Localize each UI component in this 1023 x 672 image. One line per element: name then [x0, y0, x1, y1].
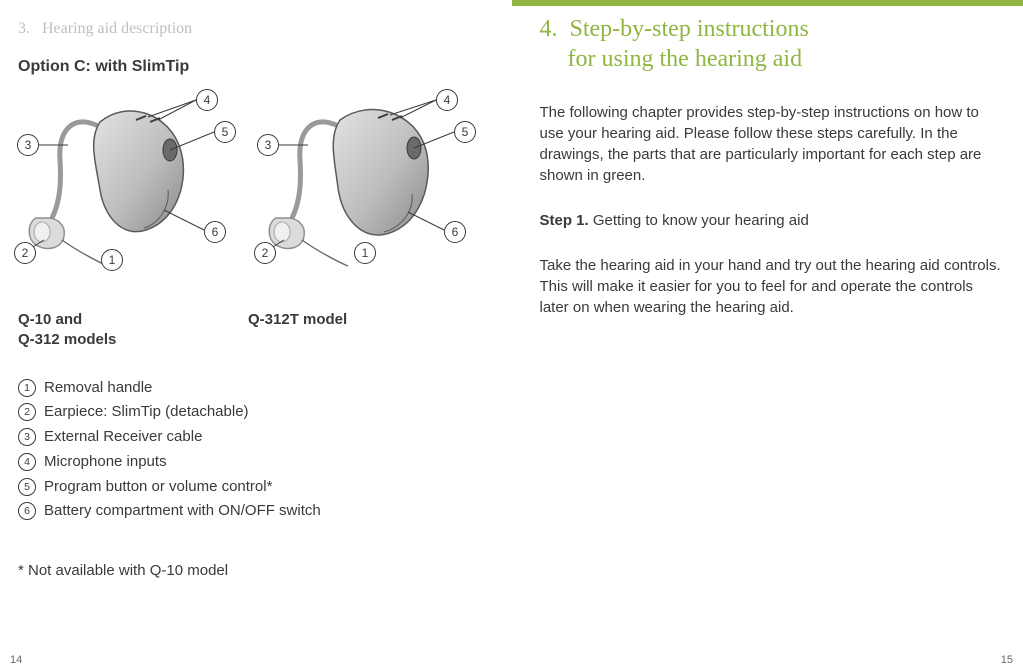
- page-number: 15: [1001, 654, 1013, 666]
- step-label: Step 1.: [540, 212, 589, 229]
- part-num: 1: [18, 379, 36, 397]
- diagram-row: 4 5 3 6 2 1: [18, 90, 484, 270]
- left-page: 3. Hearing aid description Option C: wit…: [0, 0, 512, 672]
- list-item: 5 Program button or volume control*: [18, 476, 484, 498]
- list-item: 1 Removal handle: [18, 377, 484, 399]
- hearing-aid-drawing: [18, 90, 228, 270]
- step-body: Take the hearing aid in your hand and tr…: [540, 255, 1006, 318]
- part-label: External Receiver cable: [44, 426, 202, 448]
- callout-1: 1: [101, 249, 123, 271]
- step-heading: Step 1. Getting to know your hearing aid: [540, 210, 1006, 231]
- diagram-left: 4 5 3 6 2 1: [18, 90, 228, 270]
- part-num: 4: [18, 453, 36, 471]
- page-number: 14: [10, 654, 22, 666]
- chapter-title-line1: Step-by-step instructions: [570, 16, 809, 42]
- callout-4: 4: [436, 89, 458, 111]
- list-item: 4 Microphone inputs: [18, 451, 484, 473]
- callout-5: 5: [214, 121, 236, 143]
- list-item: 2 Earpiece: SlimTip (detachable): [18, 401, 484, 423]
- part-label: Removal handle: [44, 377, 152, 399]
- chapter-title-line2: for using the hearing aid: [568, 46, 803, 72]
- list-item: 3 External Receiver cable: [18, 426, 484, 448]
- callout-4: 4: [196, 89, 218, 111]
- step-title: Getting to know your hearing aid: [593, 212, 809, 229]
- part-label: Earpiece: SlimTip (detachable): [44, 401, 249, 423]
- callout-1: 1: [354, 242, 376, 264]
- part-num: 6: [18, 502, 36, 520]
- diagram-right: 4 5 3 6 2 1: [258, 90, 468, 270]
- callout-5: 5: [454, 121, 476, 143]
- chapter-heading: 4. Step-by-step instructions for using t…: [568, 14, 1006, 74]
- section-heading: 3. Hearing aid description: [18, 20, 484, 38]
- model-labels: Q-10 and Q-312 models Q-312T model: [18, 310, 484, 351]
- part-label: Battery compartment with ON/OFF switch: [44, 500, 321, 522]
- section-title: Hearing aid description: [42, 20, 192, 37]
- part-num: 2: [18, 403, 36, 421]
- section-number: 3.: [18, 20, 30, 37]
- callout-2: 2: [14, 242, 36, 264]
- callout-3: 3: [257, 134, 279, 156]
- model-right: Q-312T model: [248, 310, 347, 351]
- chapter-number: 4.: [540, 16, 558, 42]
- accent-bar: [512, 0, 1023, 6]
- part-label: Microphone inputs: [44, 451, 167, 473]
- part-num: 5: [18, 478, 36, 496]
- callout-6: 6: [444, 221, 466, 243]
- footnote: * Not available with Q-10 model: [18, 562, 484, 579]
- part-label: Program button or volume control*: [44, 476, 272, 498]
- intro-paragraph: The following chapter provides step-by-s…: [540, 102, 1006, 186]
- right-page: 4. Step-by-step instructions for using t…: [512, 0, 1023, 672]
- option-title: Option C: with SlimTip: [18, 58, 484, 76]
- callout-6: 6: [204, 221, 226, 243]
- list-item: 6 Battery compartment with ON/OFF switch: [18, 500, 484, 522]
- callout-3: 3: [17, 134, 39, 156]
- callout-2: 2: [254, 242, 276, 264]
- model-left: Q-10 and Q-312 models: [18, 310, 158, 351]
- part-num: 3: [18, 428, 36, 446]
- parts-list: 1 Removal handle 2 Earpiece: SlimTip (deta…: [18, 377, 484, 523]
